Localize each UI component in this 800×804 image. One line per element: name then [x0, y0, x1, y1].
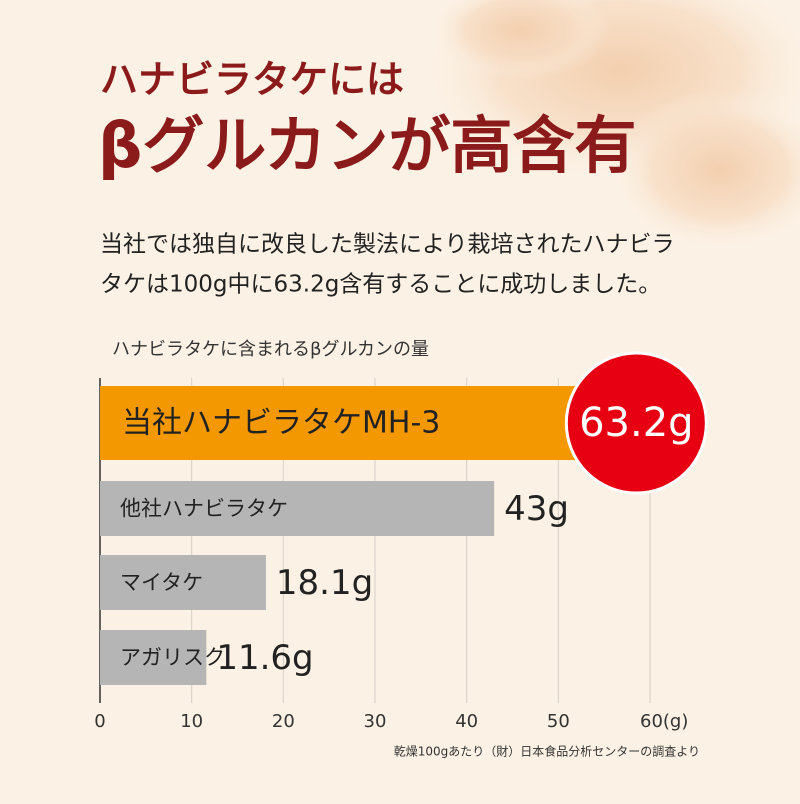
category-label: 他社ハナビラタケ: [120, 497, 288, 521]
footnote: 乾燥100gあたり（財）日本食品分析センターの調査より: [394, 744, 700, 759]
x-tick-label: 10: [180, 711, 203, 732]
x-tick-label: 0: [94, 711, 105, 732]
value-label: 11.6g: [216, 638, 313, 678]
bar: [100, 481, 495, 536]
value-label: 43g: [504, 489, 569, 529]
highlight-circle: [564, 351, 708, 495]
chart-title: ハナビラタケに含まれるβグルカンの量: [112, 339, 429, 360]
bar: [100, 630, 207, 685]
x-tick-label: 60(g): [640, 711, 688, 732]
mushroom-decoration: [420, 0, 800, 250]
description-line2: タケは100g中に63.2g含有することに成功しました。: [100, 272, 661, 298]
x-tick-label: 20: [272, 711, 295, 732]
value-label: 63.2g: [579, 400, 693, 446]
x-tick-label: 50: [547, 711, 570, 732]
x-tick-label: 40: [455, 711, 478, 732]
headline-line1: ハナビラタケには: [100, 58, 404, 102]
description-line1: 当社では独自に改良した製法により栽培されたハナビラ: [100, 232, 675, 258]
bar: [100, 555, 266, 610]
category-label: マイタケ: [120, 571, 203, 595]
category-label: 当社ハナビラタケMH-3: [122, 406, 440, 441]
headline-line2: βグルカンが高含有: [98, 109, 637, 182]
x-tick-label: 30: [364, 711, 387, 732]
category-label: アガリスク: [120, 646, 225, 670]
value-label: 18.1g: [276, 563, 373, 603]
